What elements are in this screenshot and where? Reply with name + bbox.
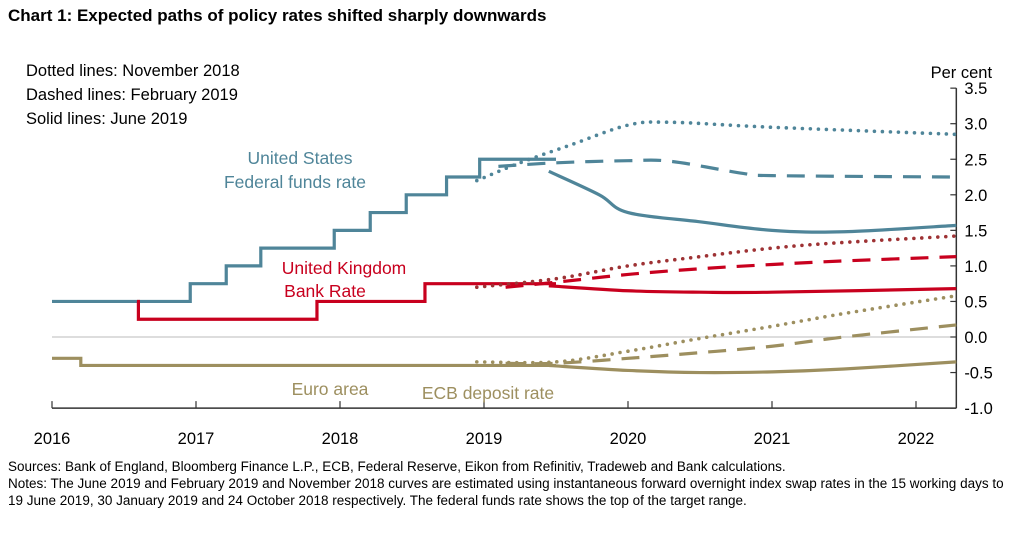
y-tick-label: -1.0 xyxy=(964,400,992,418)
series-label: United States xyxy=(247,148,352,168)
y-tick-label: 2.0 xyxy=(964,187,987,205)
series-label: Bank Rate xyxy=(284,281,366,301)
y-axis-label: Per cent xyxy=(931,64,993,82)
x-tick-label: 2016 xyxy=(34,430,71,448)
y-tick-label: 1.5 xyxy=(964,222,987,240)
x-tick-label: 2021 xyxy=(754,430,791,448)
sources-text: Sources: Bank of England, Bloomberg Fina… xyxy=(8,459,786,474)
x-tick-label: 2017 xyxy=(178,430,215,448)
series-label: United Kingdom xyxy=(282,258,407,278)
x-tick-label: 2018 xyxy=(322,430,359,448)
series-uk-step xyxy=(136,282,556,321)
series-label: ECB deposit rate xyxy=(422,383,554,403)
series-us-dotted xyxy=(475,120,959,183)
series-us-dashed xyxy=(498,158,957,179)
series-label: Euro area xyxy=(292,379,369,399)
y-tick-label: 3.5 xyxy=(964,80,987,98)
y-tick-label: -0.5 xyxy=(964,365,992,383)
y-tick-label: 0.5 xyxy=(964,293,987,311)
x-tick-label: 2022 xyxy=(898,430,935,448)
x-tick-label: 2020 xyxy=(610,430,647,448)
series-us-solid xyxy=(548,169,957,234)
series-ea-solid xyxy=(548,360,957,375)
series-ea-dashed xyxy=(505,323,957,366)
series-ea-step xyxy=(52,356,556,368)
y-tick-label: 3.0 xyxy=(964,116,987,134)
legend-solid: Solid lines: June 2019 xyxy=(26,110,188,128)
series-us-step xyxy=(52,157,556,304)
legend-dashed: Dashed lines: February 2019 xyxy=(26,86,238,104)
y-tick-label: 0.0 xyxy=(964,329,987,347)
series-uk-solid xyxy=(548,284,957,295)
notes-text: Notes: The June 2019 and February 2019 a… xyxy=(8,476,1004,508)
legend-dotted: Dotted lines: November 2018 xyxy=(26,62,240,80)
series-uk-dashed xyxy=(505,255,957,289)
series-ea-dotted xyxy=(475,293,959,365)
y-tick-label: 2.5 xyxy=(964,151,987,169)
series-label: Federal funds rate xyxy=(224,172,366,192)
y-tick-label: 1.0 xyxy=(964,258,987,276)
chart-title: Chart 1: Expected paths of policy rates … xyxy=(8,6,547,25)
x-tick-label: 2019 xyxy=(466,430,503,448)
series-uk-dotted xyxy=(475,234,959,290)
